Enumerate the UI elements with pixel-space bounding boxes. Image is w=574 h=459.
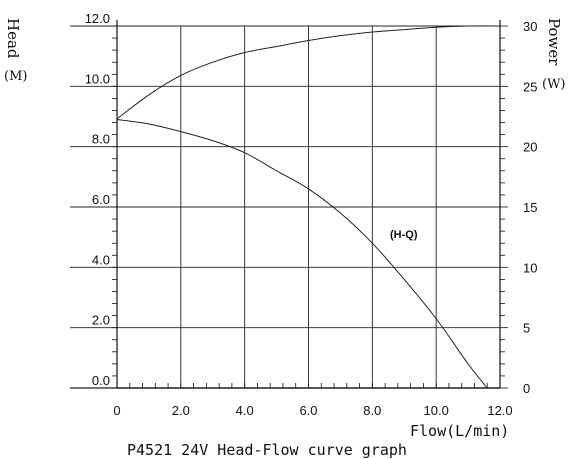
y-left-axis-label: Head xyxy=(4,18,22,59)
series-layer xyxy=(116,25,501,389)
x-tick-label: 12.0 xyxy=(487,403,512,418)
axes xyxy=(116,20,501,389)
y-left-tick-label: 0.0 xyxy=(92,373,110,388)
y-left-tick-label: 12.0 xyxy=(85,11,110,26)
head-flow-curve xyxy=(116,119,488,389)
y-left-tick-label: 2.0 xyxy=(92,313,110,328)
y-left-tick-labels: 0.0 2.0 4.0 6.0 8.0 10.0 12.0 xyxy=(85,11,110,388)
y-right-tick-label: 0 xyxy=(523,381,530,396)
series-label-hq: (H-Q) xyxy=(390,229,418,241)
y-left-tick-label: 10.0 xyxy=(85,71,110,86)
x-axis-label: Flow(L/min) xyxy=(410,422,509,440)
y-right-tick-label: 25 xyxy=(523,79,537,94)
x-tick-label: 0 xyxy=(113,403,120,418)
y-right-tick-label: 5 xyxy=(523,321,530,336)
minor-ticks xyxy=(112,25,508,389)
x-tick-label: 10.0 xyxy=(424,403,449,418)
y-left-axis-unit: (M) xyxy=(4,69,27,84)
y-left-tick-label: 4.0 xyxy=(92,252,110,267)
x-tick-label: 2.0 xyxy=(172,403,190,418)
y-left-tick-label: 6.0 xyxy=(92,192,110,207)
y-right-tick-label: 30 xyxy=(523,19,537,34)
x-tick-label: 8.0 xyxy=(363,403,381,418)
y-right-tick-label: 15 xyxy=(523,200,537,215)
chart-title: P4521 24V Head-Flow curve graph xyxy=(127,441,407,459)
y-right-tick-label: 10 xyxy=(523,260,537,275)
x-tick-label: 4.0 xyxy=(236,403,254,418)
x-tick-labels: 0 2.0 4.0 6.0 8.0 10.0 12.0 xyxy=(113,403,512,418)
y-right-axis-unit: (W) xyxy=(542,77,566,92)
y-right-tick-labels: 0 5 10 15 20 25 30 xyxy=(523,19,537,396)
x-tick-label: 6.0 xyxy=(299,403,317,418)
grid xyxy=(70,25,501,389)
y-left-tick-label: 8.0 xyxy=(92,132,110,147)
y-right-axis-label: Power xyxy=(545,18,563,66)
y-right-tick-label: 20 xyxy=(523,140,537,155)
power-flow-curve xyxy=(116,25,501,120)
